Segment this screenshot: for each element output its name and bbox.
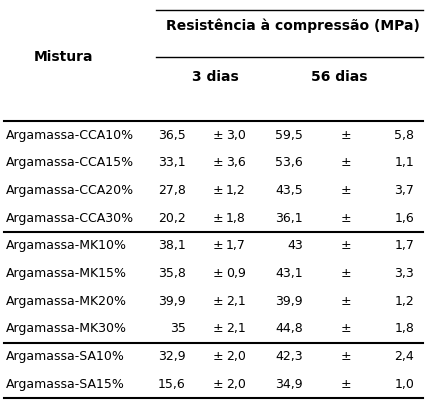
Text: ±: ±	[340, 184, 350, 197]
Text: ±: ±	[340, 212, 350, 225]
Text: 56 dias: 56 dias	[311, 69, 367, 84]
Text: Argamassa-SA10%: Argamassa-SA10%	[6, 350, 125, 363]
Text: 43,1: 43,1	[275, 267, 302, 280]
Text: ±: ±	[340, 128, 350, 141]
Text: ±: ±	[340, 267, 350, 280]
Text: ±: ±	[212, 156, 222, 169]
Text: 36,5: 36,5	[158, 128, 185, 141]
Text: ±: ±	[340, 350, 350, 363]
Text: 33,1: 33,1	[158, 156, 185, 169]
Text: ±: ±	[212, 350, 222, 363]
Text: 34,9: 34,9	[275, 378, 302, 391]
Text: 35,8: 35,8	[158, 267, 185, 280]
Text: Argamassa-CCA30%: Argamassa-CCA30%	[6, 212, 134, 225]
Text: 5,8: 5,8	[393, 128, 413, 141]
Text: 43,5: 43,5	[275, 184, 302, 197]
Text: 59,5: 59,5	[275, 128, 302, 141]
Text: ±: ±	[340, 295, 350, 307]
Text: Argamassa-MK10%: Argamassa-MK10%	[6, 239, 127, 252]
Text: Resistência à compressão (MPa): Resistência à compressão (MPa)	[165, 19, 418, 33]
Text: 2,4: 2,4	[394, 350, 413, 363]
Text: 3,3: 3,3	[394, 267, 413, 280]
Text: ±: ±	[340, 239, 350, 252]
Text: 1,8: 1,8	[225, 212, 245, 225]
Text: 1,2: 1,2	[394, 295, 413, 307]
Text: 3,6: 3,6	[225, 156, 245, 169]
Text: Argamassa-CCA15%: Argamassa-CCA15%	[6, 156, 134, 169]
Text: 1,0: 1,0	[393, 378, 413, 391]
Text: 1,7: 1,7	[393, 239, 413, 252]
Text: 2,0: 2,0	[225, 378, 245, 391]
Text: ±: ±	[212, 378, 222, 391]
Text: 3 dias: 3 dias	[192, 69, 239, 84]
Text: 39,9: 39,9	[158, 295, 185, 307]
Text: 53,6: 53,6	[275, 156, 302, 169]
Text: Mistura: Mistura	[34, 50, 93, 63]
Text: ±: ±	[212, 239, 222, 252]
Text: 1,1: 1,1	[394, 156, 413, 169]
Text: 44,8: 44,8	[275, 322, 302, 335]
Text: Argamassa-MK30%: Argamassa-MK30%	[6, 322, 127, 335]
Text: Argamassa-CCA20%: Argamassa-CCA20%	[6, 184, 134, 197]
Text: 42,3: 42,3	[275, 350, 302, 363]
Text: ±: ±	[340, 156, 350, 169]
Text: ±: ±	[212, 184, 222, 197]
Text: 32,9: 32,9	[158, 350, 185, 363]
Text: 0,9: 0,9	[225, 267, 245, 280]
Text: ±: ±	[212, 212, 222, 225]
Text: ±: ±	[212, 322, 222, 335]
Text: ±: ±	[340, 322, 350, 335]
Text: 2,1: 2,1	[225, 295, 245, 307]
Text: 36,1: 36,1	[275, 212, 302, 225]
Text: Argamassa-CCA10%: Argamassa-CCA10%	[6, 128, 134, 141]
Text: ±: ±	[340, 378, 350, 391]
Text: ±: ±	[212, 267, 222, 280]
Text: ±: ±	[212, 128, 222, 141]
Text: 1,2: 1,2	[225, 184, 245, 197]
Text: 3,0: 3,0	[225, 128, 245, 141]
Text: 20,2: 20,2	[158, 212, 185, 225]
Text: ±: ±	[212, 295, 222, 307]
Text: 43: 43	[287, 239, 302, 252]
Text: 2,1: 2,1	[225, 322, 245, 335]
Text: 27,8: 27,8	[158, 184, 185, 197]
Text: 3,7: 3,7	[393, 184, 413, 197]
Text: Argamassa-MK20%: Argamassa-MK20%	[6, 295, 127, 307]
Text: 39,9: 39,9	[275, 295, 302, 307]
Text: 2,0: 2,0	[225, 350, 245, 363]
Text: Argamassa-MK15%: Argamassa-MK15%	[6, 267, 127, 280]
Text: 35: 35	[170, 322, 185, 335]
Text: Argamassa-SA15%: Argamassa-SA15%	[6, 378, 125, 391]
Text: 1,8: 1,8	[393, 322, 413, 335]
Text: 1,6: 1,6	[394, 212, 413, 225]
Text: 15,6: 15,6	[158, 378, 185, 391]
Text: 1,7: 1,7	[225, 239, 245, 252]
Text: 38,1: 38,1	[158, 239, 185, 252]
